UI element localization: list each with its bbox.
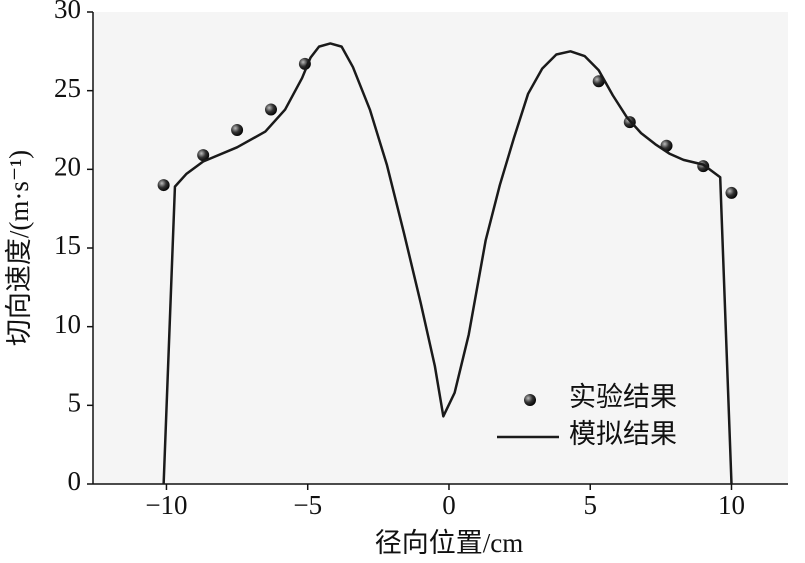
data-line [162, 42, 733, 485]
data-point [725, 186, 738, 199]
legend-label: 实验结果 [569, 382, 677, 412]
y-axis-label: 切向速度/(m·s⁻¹) [4, 150, 34, 346]
y-tick-label: 30 [54, 0, 81, 24]
plot-area [93, 12, 788, 484]
y-tick-label: 20 [54, 152, 81, 182]
data-point [592, 75, 605, 88]
legend-marker [524, 394, 536, 406]
y-tick-label: 10 [54, 309, 81, 339]
data-point [264, 103, 277, 116]
y-tick-label: 5 [68, 388, 82, 418]
x-axis-label: 径向位置/cm [375, 528, 524, 558]
x-tick-label: −5 [293, 490, 322, 520]
data-point [157, 179, 170, 192]
x-tick-label: 5 [583, 490, 597, 520]
y-tick-label: 15 [54, 230, 81, 260]
data-point [197, 149, 210, 162]
x-tick-label: 10 [718, 490, 745, 520]
y-tick-label: 0 [68, 466, 82, 496]
x-tick-label: 0 [442, 490, 456, 520]
data-point [231, 124, 244, 136]
legend-label: 模拟结果 [569, 419, 677, 449]
x-tick-label: −10 [145, 490, 187, 520]
y-tick-label: 25 [54, 73, 81, 103]
